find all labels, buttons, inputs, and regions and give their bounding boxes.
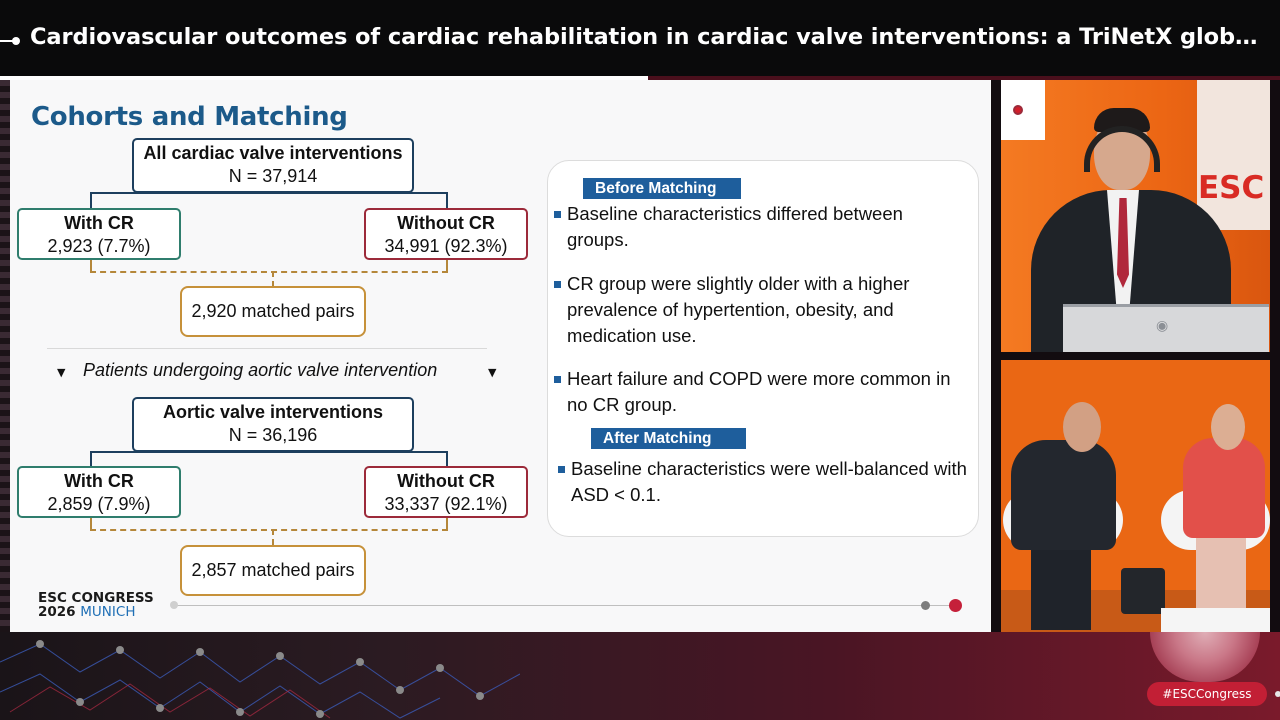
slide-progress-track [173,605,953,606]
podium-laptop [1063,304,1269,352]
aortic-subtitle: Patients undergoing aortic valve interve… [83,360,438,380]
section-divider [47,348,487,349]
without-cr-box: Without CR 34,991 (92.3%) [364,208,528,260]
panelist-head [1063,402,1101,452]
box-value: N = 37,914 [228,166,318,186]
bullet-square-icon [558,466,565,473]
network-pattern-icon [0,640,520,719]
box-value: N = 36,196 [228,425,318,445]
esc-backdrop-text: ESC 3 [1198,170,1270,206]
bullet-text: CR group were slightly older with a high… [567,273,910,346]
bullet-item: Baseline characteristics were well-balan… [558,456,971,508]
bullet-text: Baseline characteristics differed betwee… [567,203,903,250]
triangle-down-icon: ▼ [488,366,497,379]
esc-congress-logo: ESC CONGRESS 2026 MUNICH [38,591,154,619]
left-decoration [0,80,10,632]
aortic-valve-interventions-box: Aortic valve interventions N = 36,196 [132,397,414,452]
with-cr-box: With CR 2,859 (7.9%) [17,466,181,518]
panelist-body [1011,440,1116,550]
dashed-connector [446,518,448,530]
dashed-connector [446,260,448,272]
dashed-connector [90,260,92,272]
matched-pairs-box: 2,857 matched pairs [180,545,366,596]
title-underline-white [0,76,648,80]
bullet-text: Heart failure and COPD were more common … [567,368,951,415]
video-screen [1197,80,1270,230]
bullet-square-icon [554,211,561,218]
box-value: 2,923 (7.7%) [47,236,151,256]
brand-city: MUNICH [80,604,136,620]
after-matching-tag: After Matching [591,428,746,449]
speaker-tie [1117,198,1129,288]
bottom-decoration [0,632,1280,720]
without-cr-box: Without CR 33,337 (92.1%) [364,466,528,518]
connector-left [90,451,92,467]
box-value: 33,337 (92.1%) [384,494,508,514]
laptop-logo-icon: ◉ [1156,318,1169,334]
box-label: Aortic valve interventions [162,402,384,422]
before-matching-tag: Before Matching [583,178,741,199]
all-valve-interventions-box: All cardiac valve interventions N = 37,9… [132,138,414,193]
bullet-item: Baseline characteristics differed betwee… [554,201,967,253]
title-bar-dot [12,37,20,45]
bullet-text: Baseline characteristics were well-balan… [571,458,967,505]
bullet-square-icon [554,376,561,383]
dashed-connector [272,529,274,545]
headset-icon [1084,126,1160,172]
panel-video [1001,360,1270,632]
side-table [1161,608,1270,632]
with-cr-box: With CR 2,923 (7.7%) [17,208,181,260]
sphere-graphic [1150,632,1260,682]
box-label: With CR [64,471,134,491]
dashed-connector [90,271,448,273]
bullet-item: CR group were slightly older with a high… [554,271,967,349]
bullet-square-icon [554,281,561,288]
connector-horizontal [90,192,448,194]
box-label: All cardiac valve interventions [143,143,403,163]
session-title: Cardiovascular outcomes of cardiac rehab… [30,24,1265,50]
hashtag-badge: #ESCCongress [1147,682,1280,706]
hashtag-text: #ESCCongress [1162,687,1252,701]
matching-summary-panel: Before Matching Baseline characteristics… [547,160,979,537]
video-wall-panel [1001,80,1045,140]
panelist-head [1211,404,1245,450]
dashed-connector [90,529,448,531]
title-bar-line [0,40,14,42]
bullet-item: Heart failure and COPD were more common … [554,366,967,418]
brand-year: 2026 [38,604,76,620]
progress-current-dot [949,599,962,612]
bag [1121,568,1165,614]
connector-right [446,451,448,467]
presentation-slide: Cohorts and Matching All cardiac valve i… [10,80,991,632]
progress-start-dot [170,601,178,609]
hashtag-dot [1275,691,1280,697]
connector-left [90,192,92,208]
dashed-connector [272,271,274,287]
slide-title: Cohorts and Matching [31,102,348,132]
panelist-legs [1196,530,1246,610]
speaker-video: ESC 3 ◉ [1001,80,1270,352]
box-label: With CR [64,213,134,233]
box-value: 2,859 (7.9%) [47,494,151,514]
connector-horizontal [90,451,448,453]
session-title-bar: Cardiovascular outcomes of cardiac rehab… [0,0,1280,80]
dashed-connector [90,518,92,530]
panelist-body [1183,438,1265,538]
box-label: Without CR [397,213,495,233]
panelist-legs [1031,540,1091,630]
box-value: 34,991 (92.3%) [384,236,508,256]
box-label: Without CR [397,471,495,491]
connector-right [446,192,448,208]
matched-pairs-box: 2,920 matched pairs [180,286,366,337]
brand-line1: ESC CONGRESS [38,590,154,606]
red-light-icon [1013,105,1023,115]
title-underline-accent [648,76,1280,80]
progress-dot [921,601,930,610]
triangle-down-icon: ▼ [57,366,66,379]
